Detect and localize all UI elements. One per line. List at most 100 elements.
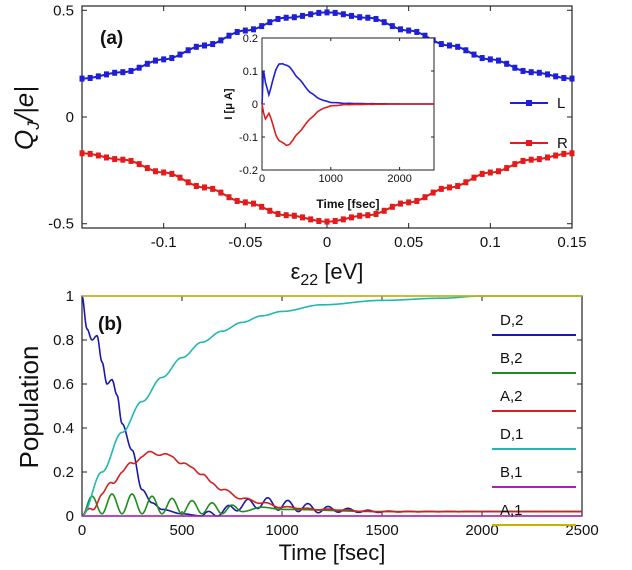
- series-L-point: [438, 41, 444, 48]
- inset-xtick-label: 2000: [387, 173, 411, 185]
- panel-a-series: [79, 9, 575, 225]
- series-L-point: [242, 27, 248, 34]
- series-R-point: [512, 161, 518, 168]
- panel-a-ytick-label: -0.5: [48, 216, 74, 233]
- panel-b-legend: D,2 B,2 A,2 D,1 B,1 A,1: [492, 312, 576, 526]
- panel-b-series: [81, 295, 583, 517]
- inset-ytick-label: -0.1: [239, 132, 258, 144]
- series-L-point: [112, 69, 118, 76]
- series-L-point: [381, 19, 387, 26]
- series-R-point: [267, 207, 273, 214]
- legend-B-1-label: B,1: [500, 464, 523, 481]
- series-L-point: [161, 56, 167, 63]
- series-L-point: [95, 73, 101, 80]
- panel-a-inset: 0 1000 2000 -0.2 -0.1 0 0.1 0.2 I [μ A] Time [f…: [223, 33, 435, 211]
- panel-a: -0.1 -0.05 0 0.05 0.1 0.15 -0.5 0 0.5 (a) QJ/|e|…: [9, 2, 587, 289]
- series-R-point: [324, 218, 330, 225]
- legend-R-marker: [526, 140, 532, 146]
- series-R-point: [275, 210, 281, 217]
- series-L-point: [512, 64, 518, 71]
- inset-ytick-label: 0.2: [243, 33, 258, 45]
- series-L-point: [79, 75, 85, 82]
- inset-ytick-label: -0.2: [239, 165, 258, 177]
- series-L-point: [144, 60, 150, 67]
- series-R-point: [561, 150, 567, 157]
- series-L-point: [414, 28, 420, 35]
- inset-xtick-label: 1000: [319, 173, 343, 185]
- series-L-point: [389, 23, 395, 30]
- series-L-point: [536, 69, 542, 76]
- series-L-point: [193, 43, 199, 50]
- panel-b-label: (b): [98, 314, 122, 335]
- series-R-point: [87, 150, 93, 157]
- series-L-point: [267, 19, 273, 26]
- series-L-point: [349, 12, 354, 19]
- series-L-point: [340, 11, 346, 18]
- series-L-point: [528, 69, 534, 76]
- legend-B-2-label: B,2: [500, 350, 523, 367]
- series-R-point: [242, 199, 248, 206]
- series-L-point: [291, 14, 297, 21]
- panel-a-ylabel-rest: /|e|: [9, 86, 39, 123]
- series-L-point: [87, 74, 93, 81]
- inset-series: [261, 62, 434, 147]
- panel-b-ytick-label: 0.2: [53, 464, 74, 481]
- series-L-point: [136, 64, 142, 71]
- series-L-point: [373, 15, 379, 22]
- series-R-point: [504, 165, 510, 172]
- panel-b-ytick-label: 1: [66, 288, 74, 305]
- series-R-point: [398, 200, 403, 207]
- series-L-point: [128, 67, 134, 74]
- series-L-point: [455, 43, 461, 50]
- panel-b-ytick-label: 0.4: [53, 420, 74, 437]
- series-R-point: [553, 152, 559, 159]
- panel-b-ytick-label: 0.8: [53, 332, 74, 349]
- series-L-point: [357, 14, 363, 21]
- panel-a-xtick-label: -0.1: [151, 234, 177, 251]
- panel-a-ytick-label: 0.5: [53, 2, 74, 19]
- panel-a-xtick-label: -0.05: [228, 234, 262, 251]
- series-R-point: [104, 154, 109, 161]
- series-R-point: [193, 183, 199, 190]
- panel-a-label: (a): [100, 28, 123, 49]
- panel-a-xtick-label: 0.05: [394, 234, 423, 251]
- inset-ytick-label: 0: [252, 99, 258, 111]
- series-L-point: [447, 42, 452, 49]
- panel-b-ylabel: Population: [14, 346, 44, 469]
- panel-a-ylabel: QJ/|e|: [9, 86, 43, 150]
- series-L-point: [332, 9, 338, 16]
- panel-a-xlabel-sub: 22: [300, 272, 318, 289]
- series-L-point: [545, 71, 550, 78]
- series-R-point: [422, 194, 428, 201]
- series-R-point: [471, 174, 477, 181]
- legend-A-2-label: A,2: [500, 388, 523, 405]
- series-L-point: [496, 57, 501, 64]
- series-L-point: [520, 67, 526, 74]
- panel-a-xtick-label: 0.1: [480, 234, 501, 251]
- series-R-point: [373, 210, 379, 217]
- series-R-point: [487, 169, 493, 176]
- series-R-point: [316, 217, 322, 224]
- panel-b-xtick-label: 0: [78, 522, 86, 539]
- series-L-point: [185, 47, 191, 54]
- series-L-point: [202, 42, 207, 49]
- inset-ticks: 0 1000 2000 -0.2 -0.1 0 0.1 0.2: [239, 33, 434, 185]
- series-L-point: [169, 55, 175, 62]
- inset-series-R-line: [261, 103, 434, 147]
- panel-b-xtick-label: 1000: [265, 522, 298, 539]
- series-R-point: [79, 150, 85, 157]
- legend-D-1-label: D,1: [500, 426, 523, 443]
- series-R-point: [120, 156, 126, 163]
- series-R-point: [112, 156, 118, 163]
- series-R-point: [447, 184, 452, 191]
- series-L-point: [283, 14, 289, 21]
- series-A-2-line: [81, 450, 583, 517]
- series-R-point: [144, 165, 150, 172]
- series-L-point: [308, 11, 314, 18]
- series-L-point: [120, 69, 126, 76]
- legend-R-label: R: [557, 135, 568, 152]
- series-L-point: [300, 12, 305, 19]
- series-L-point: [104, 71, 109, 78]
- series-R-point: [283, 212, 289, 219]
- panel-a-xlabel-main: ε: [291, 259, 301, 284]
